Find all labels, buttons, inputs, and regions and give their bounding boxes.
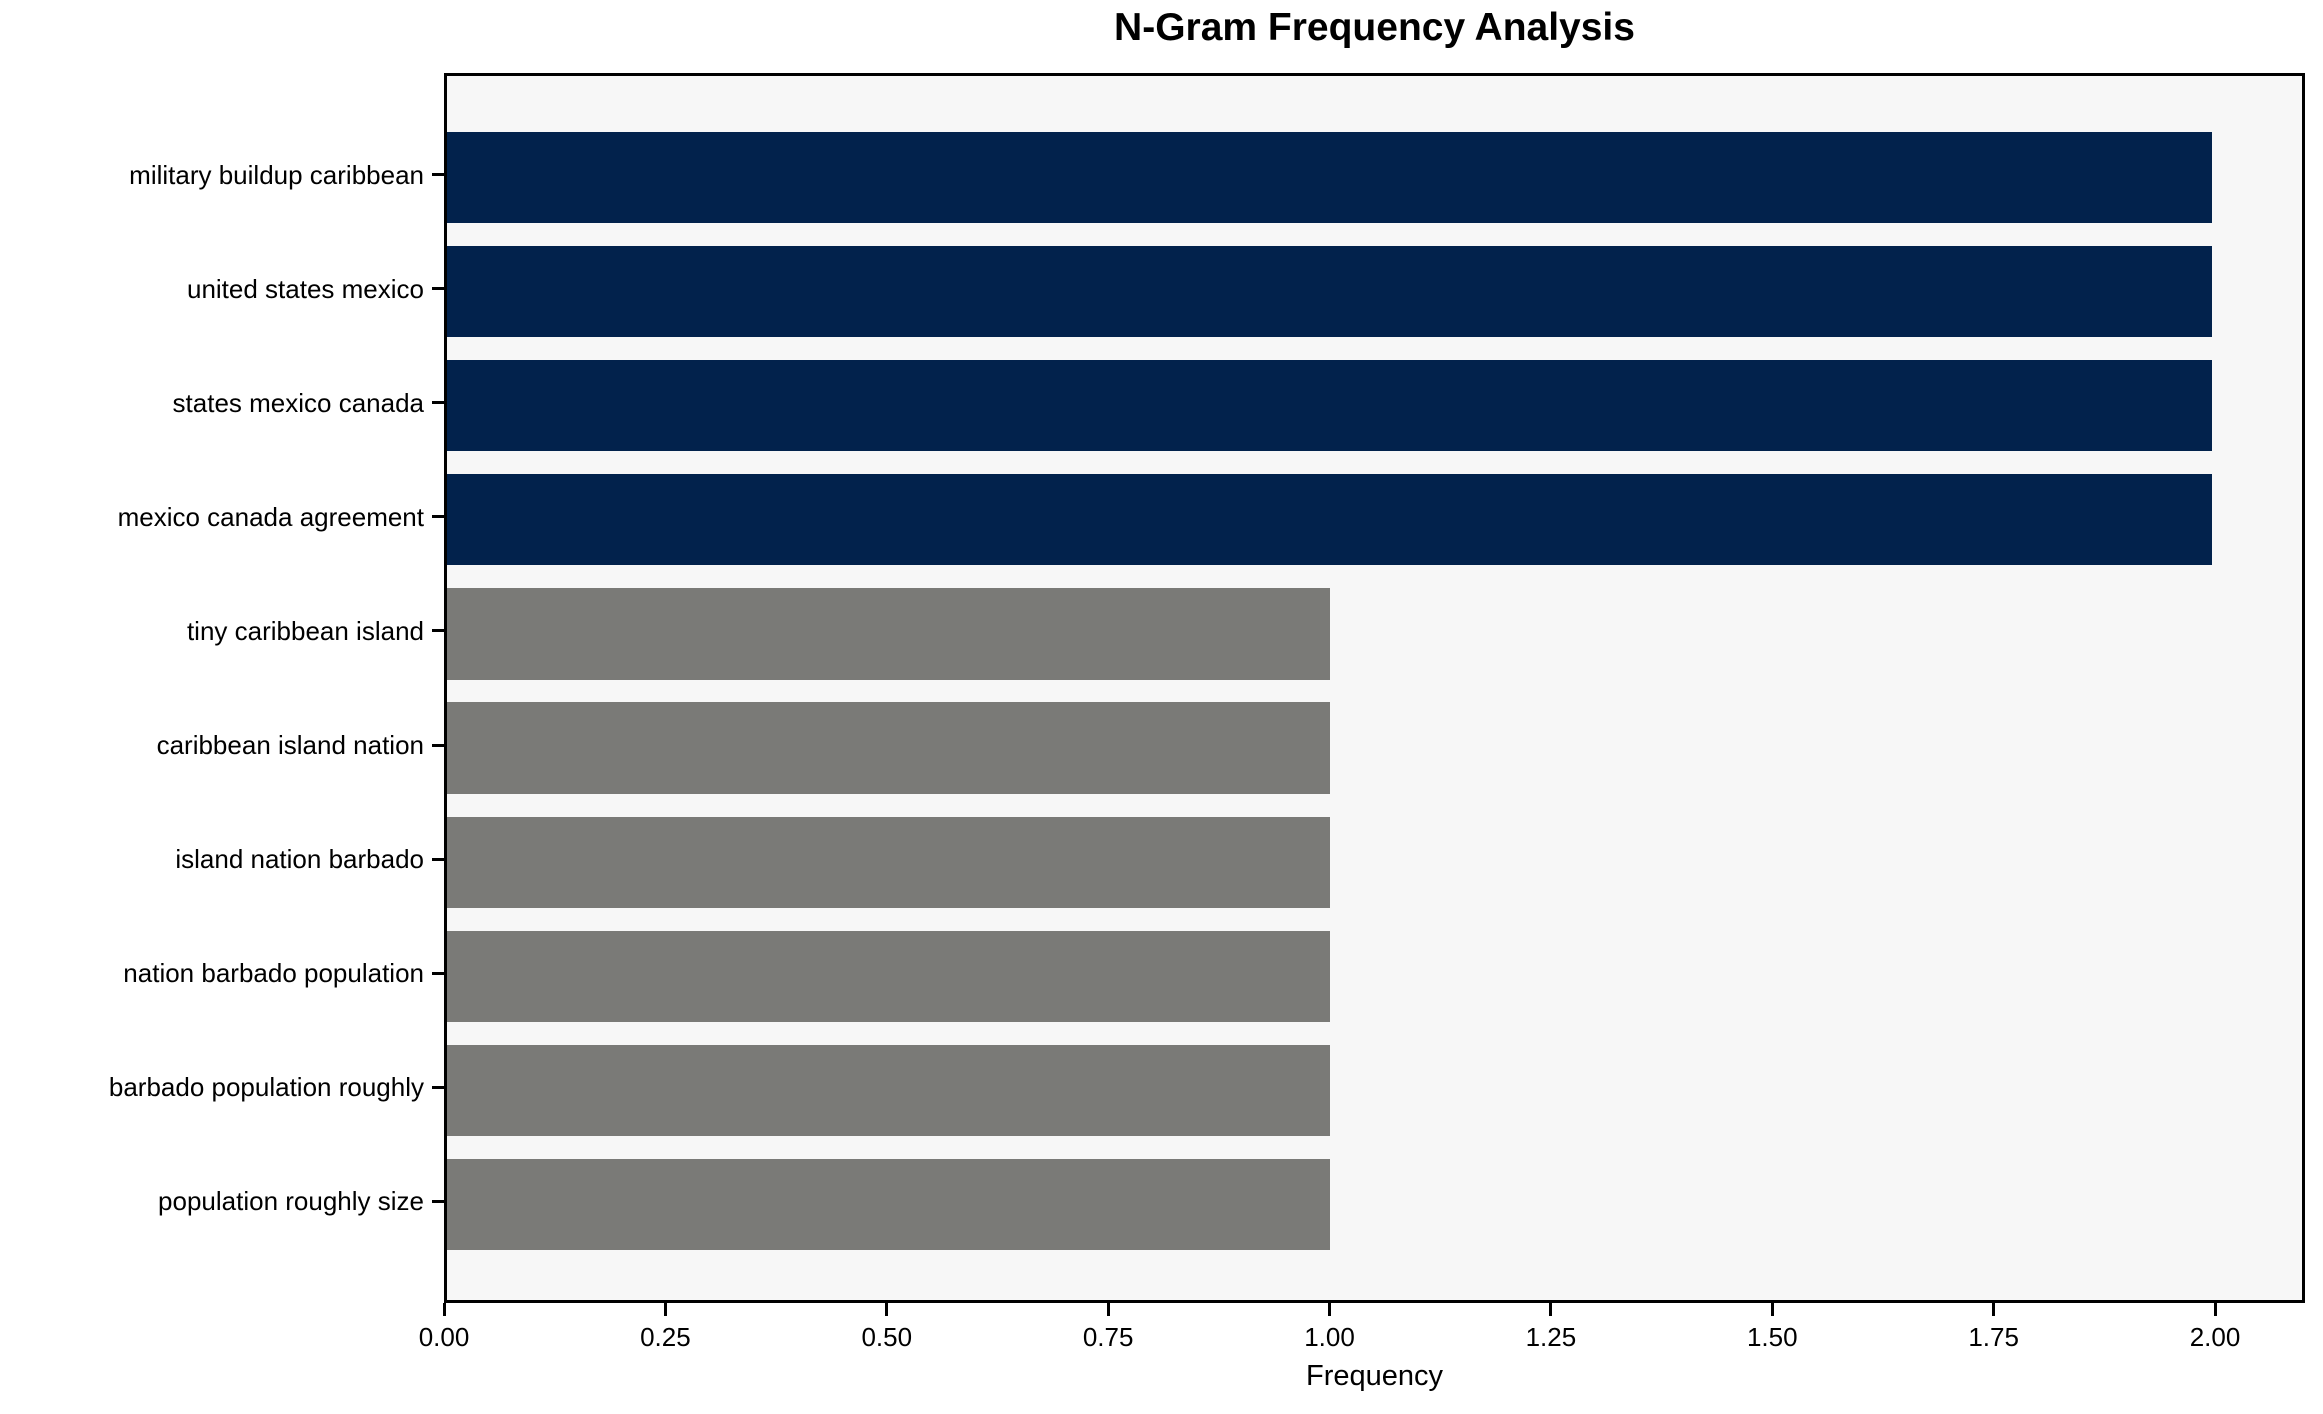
y-tick-mark <box>432 1199 444 1203</box>
y-tick-label: mexico canada agreement <box>117 501 424 532</box>
y-tick-label: military buildup caribbean <box>129 159 424 190</box>
bar <box>447 1044 1330 1136</box>
x-tick-label: 0.50 <box>861 1322 913 1352</box>
x-tick-mark <box>1549 1303 1553 1316</box>
x-tick-mark <box>2213 1303 2217 1316</box>
bar <box>447 246 2213 338</box>
x-tick-label: 0.00 <box>418 1322 470 1352</box>
bar <box>447 1158 1330 1251</box>
y-tick-mark <box>432 971 444 975</box>
bar <box>447 360 2213 452</box>
y-tick-label: tiny caribbean island <box>186 615 424 646</box>
bar <box>447 702 1330 794</box>
bar <box>447 816 1330 908</box>
y-tick-label: united states mexico <box>186 273 424 304</box>
plot-area <box>444 73 2305 1303</box>
y-tick-mark <box>432 743 444 747</box>
x-tick-mark <box>442 1303 446 1316</box>
x-tick-label: 1.50 <box>1746 1322 1798 1352</box>
y-tick-mark <box>432 1085 444 1089</box>
x-tick-label: 1.00 <box>1304 1322 1355 1352</box>
x-tick-mark <box>663 1303 667 1316</box>
bar <box>447 474 2213 566</box>
y-tick-label: population roughly size <box>158 1186 424 1217</box>
x-tick-mark <box>1106 1303 1110 1316</box>
y-tick-label: island nation barbado <box>175 844 424 875</box>
y-tick-label: states mexico canada <box>172 387 424 418</box>
bar <box>447 131 2213 224</box>
x-tick-label: 1.75 <box>1968 1322 2019 1352</box>
x-tick-mark <box>885 1303 889 1316</box>
x-tick-label: 2.00 <box>2189 1322 2241 1352</box>
y-tick-label: nation barbado population <box>123 958 424 989</box>
x-tick-label: 0.75 <box>1082 1322 1134 1352</box>
y-tick-mark <box>432 287 444 291</box>
x-tick-mark <box>1770 1303 1774 1316</box>
y-tick-label: caribbean island nation <box>156 730 424 761</box>
y-tick-mark <box>432 857 444 861</box>
y-tick-mark <box>432 401 444 405</box>
bar <box>447 588 1330 680</box>
chart-title: N-Gram Frequency Analysis <box>1114 6 1635 49</box>
y-tick-mark <box>432 515 444 519</box>
x-tick-label: 1.25 <box>1525 1322 1577 1352</box>
y-axis-label-column: military buildup caribbean united states … <box>0 73 424 1303</box>
bar <box>447 930 1330 1022</box>
y-tick-mark <box>432 629 444 633</box>
x-tick-label: 0.25 <box>640 1322 691 1352</box>
x-tick-mark <box>1992 1303 1996 1316</box>
x-axis-label: Frequency <box>1305 1360 1443 1392</box>
y-tick-label: barbado population roughly <box>108 1072 424 1103</box>
y-tick-mark <box>432 173 444 177</box>
x-tick-mark <box>1328 1303 1332 1316</box>
